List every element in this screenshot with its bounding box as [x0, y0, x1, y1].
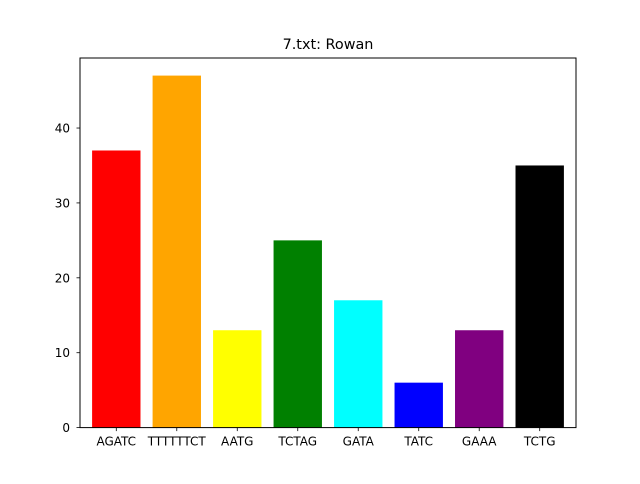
x-tick-label: TATC: [403, 435, 433, 449]
bar-tctag: [273, 240, 322, 428]
y-axis: 0 10 20 30 40: [55, 122, 80, 435]
bars-group: [92, 75, 564, 428]
bar-tatc: [394, 382, 443, 428]
y-tick-label: 10: [55, 346, 70, 360]
x-tick-label: TTTTTTCT: [147, 435, 207, 449]
x-tick-label: AGATC: [96, 435, 136, 449]
chart-title: 7.txt: Rowan: [283, 37, 374, 53]
bar-tctg: [515, 165, 564, 428]
y-tick-label: 20: [55, 271, 70, 285]
x-tick-label: GATA: [343, 435, 375, 449]
x-tick-label: TCTG: [523, 435, 556, 449]
bar-gata: [334, 300, 383, 428]
x-tick-label: TCTAG: [277, 435, 317, 449]
y-tick-label: 40: [55, 122, 70, 136]
x-axis: AGATC TTTTTTCT AATG TCTAG GATA TATC GAAA TCTG: [96, 427, 556, 449]
bar-ttttttct: [152, 75, 201, 428]
x-tick-label: AATG: [221, 435, 253, 449]
plot-frame: [79, 57, 577, 429]
bar-gaaa: [455, 330, 504, 428]
bar-aatg: [213, 330, 262, 428]
bar-agatc: [92, 150, 141, 428]
y-tick-label: 0: [62, 421, 70, 435]
x-tick-label: GAAA: [462, 435, 497, 449]
y-tick-label: 30: [55, 196, 70, 210]
